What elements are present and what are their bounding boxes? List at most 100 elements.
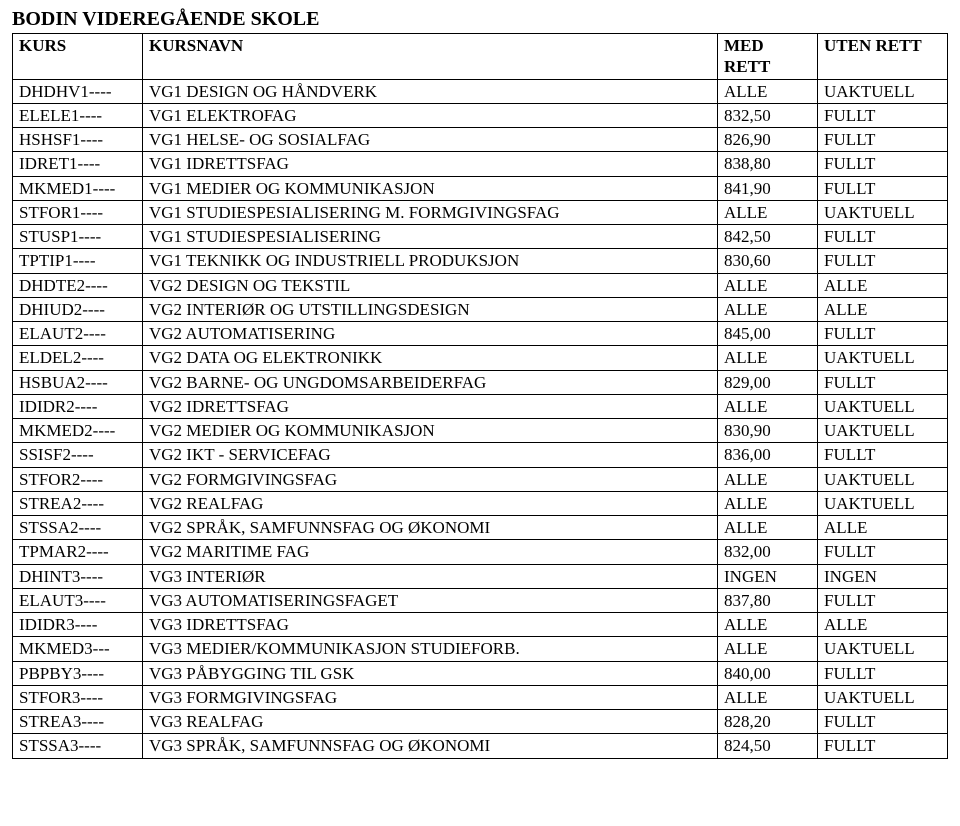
table-cell: VG3 INTERIØR (143, 564, 718, 588)
table-cell: 830,60 (718, 249, 818, 273)
table-row: PBPBY3----VG3 PÅBYGGING TIL GSK840,00FUL… (13, 661, 948, 685)
table-row: ELELE1----VG1 ELEKTROFAG832,50FULLT (13, 103, 948, 127)
table-row: ELDEL2----VG2 DATA OG ELEKTRONIKKALLEUAK… (13, 346, 948, 370)
table-cell: IDRET1---- (13, 152, 143, 176)
table-cell: VG2 DESIGN OG TEKSTIL (143, 273, 718, 297)
table-row: TPMAR2----VG2 MARITIME FAG832,00FULLT (13, 540, 948, 564)
table-cell: 838,80 (718, 152, 818, 176)
table-cell: VG3 FORMGIVINGSFAG (143, 685, 718, 709)
table-cell: UAKTUELL (818, 419, 948, 443)
table-cell: VG2 AUTOMATISERING (143, 322, 718, 346)
table-row: SSISF2----VG2 IKT - SERVICEFAG836,00FULL… (13, 443, 948, 467)
table-cell: 832,00 (718, 540, 818, 564)
table-cell: VG2 IDRETTSFAG (143, 394, 718, 418)
page-title: BODIN VIDEREGÅENDE SKOLE (12, 8, 948, 31)
table-cell: ALLE (718, 200, 818, 224)
table-cell: DHIUD2---- (13, 297, 143, 321)
table-cell: ELAUT2---- (13, 322, 143, 346)
table-cell: VG2 MARITIME FAG (143, 540, 718, 564)
table-cell: 836,00 (718, 443, 818, 467)
table-cell: UAKTUELL (818, 491, 948, 515)
table-cell: TPTIP1---- (13, 249, 143, 273)
table-cell: HSBUA2---- (13, 370, 143, 394)
table-cell: VG3 MEDIER/KOMMUNIKASJON STUDIEFORB. (143, 637, 718, 661)
table-cell: VG1 HELSE- OG SOSIALFAG (143, 128, 718, 152)
table-cell: VG3 AUTOMATISERINGSFAGET (143, 588, 718, 612)
table-row: STUSP1----VG1 STUDIESPESIALISERING842,50… (13, 225, 948, 249)
table-cell: DHINT3---- (13, 564, 143, 588)
table-cell: UAKTUELL (818, 79, 948, 103)
table-cell: ALLE (718, 491, 818, 515)
table-row: DHDTE2----VG2 DESIGN OG TEKSTILALLEALLE (13, 273, 948, 297)
table-cell: IDIDR3---- (13, 613, 143, 637)
table-cell: VG1 DESIGN OG HÅNDVERK (143, 79, 718, 103)
table-cell: INGEN (718, 564, 818, 588)
table-row: HSBUA2----VG2 BARNE- OG UNGDOMSARBEIDERF… (13, 370, 948, 394)
table-cell: 841,90 (718, 176, 818, 200)
table-row: IDIDR2----VG2 IDRETTSFAGALLEUAKTUELL (13, 394, 948, 418)
table-cell: VG3 IDRETTSFAG (143, 613, 718, 637)
table-cell: VG3 REALFAG (143, 710, 718, 734)
table-cell: DHDHV1---- (13, 79, 143, 103)
table-cell: UAKTUELL (818, 467, 948, 491)
table-row: STFOR1----VG1 STUDIESPESIALISERING M. FO… (13, 200, 948, 224)
table-cell: ALLE (818, 273, 948, 297)
table-row: IDRET1----VG1 IDRETTSFAG838,80FULLT (13, 152, 948, 176)
table-cell: PBPBY3---- (13, 661, 143, 685)
table-cell: FULLT (818, 540, 948, 564)
table-cell: ALLE (818, 516, 948, 540)
table-cell: FULLT (818, 734, 948, 758)
table-cell: ALLE (718, 394, 818, 418)
table-cell: ALLE (818, 613, 948, 637)
table-row: STFOR2----VG2 FORMGIVINGSFAGALLEUAKTUELL (13, 467, 948, 491)
table-cell: FULLT (818, 588, 948, 612)
table-cell: UAKTUELL (818, 346, 948, 370)
table-cell: 842,50 (718, 225, 818, 249)
table-row: STREA3----VG3 REALFAG828,20FULLT (13, 710, 948, 734)
table-cell: MKMED3--- (13, 637, 143, 661)
table-row: STFOR3----VG3 FORMGIVINGSFAGALLEUAKTUELL (13, 685, 948, 709)
table-cell: VG2 INTERIØR OG UTSTILLINGSDESIGN (143, 297, 718, 321)
table-row: TPTIP1----VG1 TEKNIKK OG INDUSTRIELL PRO… (13, 249, 948, 273)
table-cell: VG1 STUDIESPESIALISERING (143, 225, 718, 249)
table-cell: FULLT (818, 225, 948, 249)
table-cell: SSISF2---- (13, 443, 143, 467)
table-cell: STSSA2---- (13, 516, 143, 540)
table-cell: 840,00 (718, 661, 818, 685)
table-cell: STUSP1---- (13, 225, 143, 249)
table-cell: 828,20 (718, 710, 818, 734)
table-cell: ALLE (718, 273, 818, 297)
table-cell: ALLE (718, 467, 818, 491)
table-cell: VG2 IKT - SERVICEFAG (143, 443, 718, 467)
table-cell: VG2 DATA OG ELEKTRONIKK (143, 346, 718, 370)
col-header-kursnavn: KURSNAVN (143, 34, 718, 80)
table-cell: FULLT (818, 152, 948, 176)
table-cell: ELDEL2---- (13, 346, 143, 370)
table-cell: 845,00 (718, 322, 818, 346)
table-cell: VG1 STUDIESPESIALISERING M. FORMGIVINGSF… (143, 200, 718, 224)
table-cell: STFOR2---- (13, 467, 143, 491)
table-cell: VG2 FORMGIVINGSFAG (143, 467, 718, 491)
table-cell: STFOR1---- (13, 200, 143, 224)
table-row: MKMED3---VG3 MEDIER/KOMMUNIKASJON STUDIE… (13, 637, 948, 661)
table-cell: STFOR3---- (13, 685, 143, 709)
table-row: IDIDR3----VG3 IDRETTSFAGALLEALLE (13, 613, 948, 637)
table-row: STSSA3----VG3 SPRÅK, SAMFUNNSFAG OG ØKON… (13, 734, 948, 758)
table-cell: VG3 PÅBYGGING TIL GSK (143, 661, 718, 685)
table-cell: ALLE (718, 516, 818, 540)
table-cell: ALLE (718, 613, 818, 637)
col-header-kurs: KURS (13, 34, 143, 80)
table-cell: TPMAR2---- (13, 540, 143, 564)
table-cell: ELELE1---- (13, 103, 143, 127)
table-cell: STSSA3---- (13, 734, 143, 758)
table-cell: ALLE (718, 79, 818, 103)
table-cell: MKMED1---- (13, 176, 143, 200)
table-cell: VG1 MEDIER OG KOMMUNIKASJON (143, 176, 718, 200)
table-row: STREA2----VG2 REALFAGALLEUAKTUELL (13, 491, 948, 515)
table-cell: VG2 MEDIER OG KOMMUNIKASJON (143, 419, 718, 443)
table-cell: ALLE (718, 685, 818, 709)
table-row: STSSA2----VG2 SPRÅK, SAMFUNNSFAG OG ØKON… (13, 516, 948, 540)
table-cell: 826,90 (718, 128, 818, 152)
table-cell: FULLT (818, 443, 948, 467)
table-row: DHINT3----VG3 INTERIØRINGENINGEN (13, 564, 948, 588)
